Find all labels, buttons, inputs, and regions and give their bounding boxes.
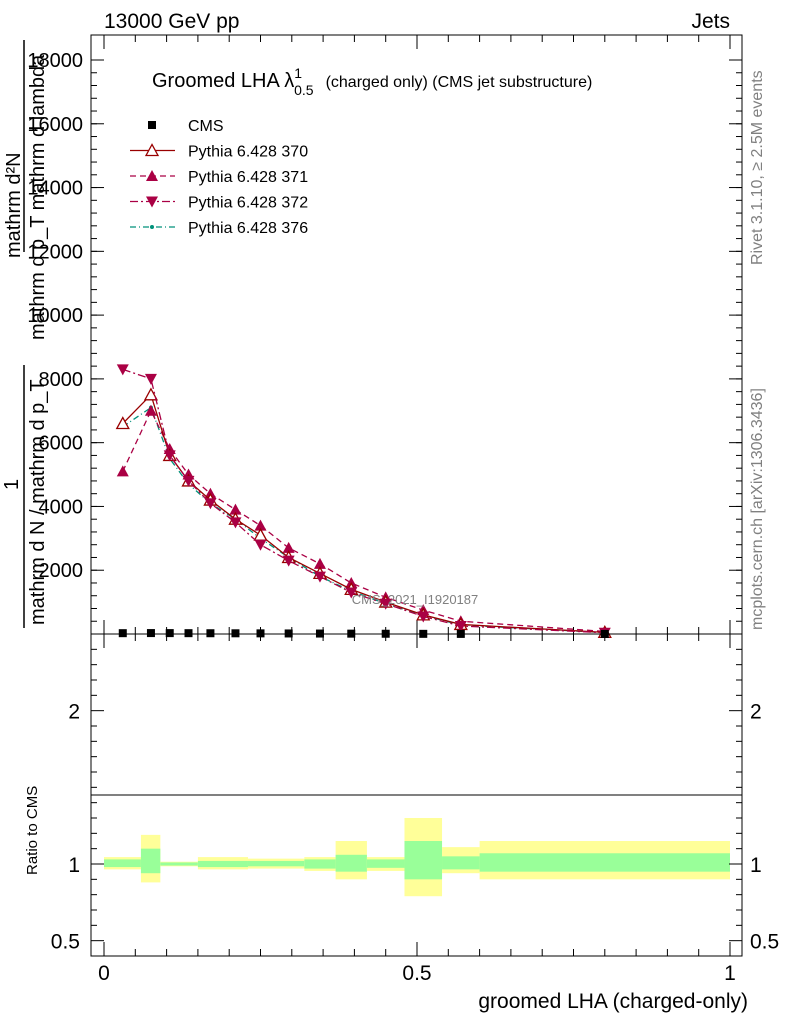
pythia-370-point (143, 387, 159, 401)
header-right: Jets (691, 10, 730, 33)
legend-label: Pythia 6.428 371 (188, 169, 308, 186)
cms-data-point (165, 629, 174, 638)
main-ytick-label: 8000 (39, 369, 84, 391)
series-line-4 (122, 406, 605, 634)
ratio-bands (104, 818, 730, 897)
cms-data-point (231, 629, 240, 638)
ratio-inner-band (160, 862, 198, 866)
ratio-ytick-label-right: 0.5 (750, 931, 779, 954)
cms-data-point (146, 629, 155, 638)
pythia-372-point (379, 598, 392, 610)
ratio-axis-ticks: 0.5 0.5 1 1 2 2 (51, 648, 779, 954)
main-ytick-label: 2000 (39, 560, 84, 582)
ratio-inner-band (442, 856, 480, 870)
mcplots-label: mcplots.cern.ch [arXiv:1306.3436] (749, 388, 766, 630)
x-tick-label: 1 (724, 962, 736, 985)
ratio-ylabel: Ratio to CMS (24, 786, 41, 875)
pythia-371-point (313, 557, 326, 569)
pythia-372-point (204, 498, 217, 510)
pythia-371-point (282, 541, 295, 553)
pythia-371-point (144, 404, 157, 416)
ratio-inner-band (335, 854, 367, 872)
cms-data-point (256, 629, 265, 638)
cms-data-point (206, 629, 215, 638)
pythia-372-point (454, 621, 467, 633)
legend-label: Pythia 6.428 372 (188, 195, 308, 212)
main-panel: 2000 4000 6000 8000 10000 12000 14000 16000 1800… (1, 34, 743, 639)
pythia-370-point (115, 416, 130, 430)
cms-data-point (148, 121, 156, 129)
main-axis-ticks: 2000 4000 6000 8000 10000 12000 14000 16000 1800… (27, 35, 742, 635)
pythia-372-point (229, 517, 242, 529)
series-line-3 (122, 368, 605, 634)
pythia-372-point (417, 611, 430, 623)
analysis-watermark: CMS_2021_I1920187 (352, 592, 479, 607)
legend-label: CMS (188, 118, 224, 135)
main-ytick-label: 12000 (27, 241, 83, 263)
ratio-inner-band (304, 859, 336, 869)
legend-label: Pythia 6.428 376 (188, 220, 308, 237)
main-ytick-label: 16000 (27, 114, 83, 136)
ratio-ytick-label: 2 (68, 701, 80, 724)
header-left: 13000 GeV pp (104, 10, 239, 33)
pythia-372-point (254, 539, 267, 551)
ratio-ytick-label-right: 1 (750, 854, 762, 877)
ratio-ytick-label-right: 2 (750, 701, 762, 724)
rivet-label: Rivet 3.1.10, ≥ 2.5M events (749, 70, 766, 265)
x-tick-label: 0 (98, 962, 110, 985)
plot-title: Groomed LHA λ1 0.5 (charged only) (CMS jet… (152, 65, 592, 98)
ylabel-den1: mathrm d p_T mathrm d lambda (27, 54, 49, 340)
legend-label: Pythia 6.428 370 (188, 144, 308, 161)
pythia-371-point (254, 519, 267, 531)
ratio-inner-band (247, 860, 305, 867)
ratio-panel: 0.5 0.5 1 1 2 2 Ratio to CMS (24, 633, 779, 957)
ylabel-den2: mathrm d N / mathrm d p_T (27, 379, 49, 625)
x-tick-label: 0.5 (402, 962, 431, 985)
main-ytick-label: 18000 (27, 50, 83, 72)
pythia-372-point (345, 587, 358, 599)
ratio-inner-band (366, 859, 405, 868)
pythia-372-point (182, 475, 195, 487)
pythia-376-point (150, 225, 154, 229)
x-axis: 0 0.5 1 (98, 634, 736, 985)
cms-data-point (118, 629, 127, 638)
main-ytick-label: 14000 (27, 178, 83, 200)
pythia-372-point (144, 373, 157, 385)
ratio-inner-band (140, 848, 161, 874)
main-ylabel: mathrm d²N mathrm d p_T mathrm d lambda … (1, 40, 49, 628)
main-ytick-label: 10000 (27, 305, 83, 327)
main-ytick-label: 6000 (39, 433, 84, 455)
ratio-ytick-label: 1 (68, 854, 80, 877)
ratio-inner-band (479, 853, 730, 872)
pythia-371-point (116, 465, 129, 477)
cms-data-point (184, 629, 193, 638)
ratio-inner-band (197, 860, 248, 868)
main-ytick-label: 4000 (39, 496, 84, 518)
ratio-inner-band (104, 859, 141, 868)
pythia-370-point (144, 143, 160, 157)
pythia-371-point (146, 170, 158, 181)
ratio-inner-band (404, 841, 443, 880)
cms-data-point (284, 629, 293, 638)
pythia-371-point (229, 503, 242, 515)
legend: CMS Pythia 6.428 370 Pythia 6.428 371 Pythi… (130, 118, 308, 237)
pythia-372-point (282, 555, 295, 567)
pythia-372-point (116, 364, 129, 376)
ylabel-num2: 1 (1, 479, 23, 490)
pythia-372-point (163, 450, 176, 462)
ylabel-num1: mathrm d²N (3, 152, 25, 258)
x-axis-label: groomed LHA (charged-only) (478, 990, 748, 1013)
pythia-372-point (313, 571, 326, 583)
pythia-372-point (146, 196, 158, 208)
ratio-ytick-label: 0.5 (51, 931, 80, 954)
